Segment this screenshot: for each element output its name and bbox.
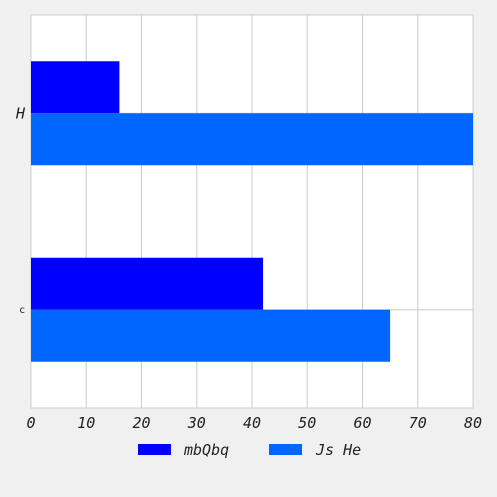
- bar-js-he-h: [31, 113, 473, 165]
- x-tick-label: 80: [464, 414, 482, 432]
- legend-swatch-0: [138, 444, 171, 455]
- bar-mbqbq-h: [31, 61, 119, 113]
- y-tick-label: H: [15, 104, 26, 122]
- x-tick-label: 40: [243, 414, 261, 432]
- y-tick-label: c: [20, 305, 26, 316]
- x-tick-label: 30: [187, 414, 206, 432]
- legend-label-0: mbQbq: [183, 441, 229, 459]
- legend-swatch-1: [269, 444, 302, 455]
- x-tick-label: 60: [353, 414, 371, 432]
- x-tick-label: 10: [77, 414, 95, 432]
- x-tick-label: 20: [132, 414, 150, 432]
- legend-label-1: Js He: [315, 441, 361, 459]
- legend: mbQbq Js He: [138, 441, 361, 459]
- x-tick-label: 50: [298, 414, 316, 432]
- x-tick-label: 0: [26, 414, 35, 432]
- bar-mbqbq-c: [31, 258, 263, 310]
- x-axis-ticks: 0 10 20 30 40 50 60 70 80: [26, 414, 482, 432]
- x-tick-label: 70: [409, 414, 427, 432]
- bar-js-he-c: [31, 310, 390, 362]
- y-axis-ticks: Hc: [15, 104, 26, 316]
